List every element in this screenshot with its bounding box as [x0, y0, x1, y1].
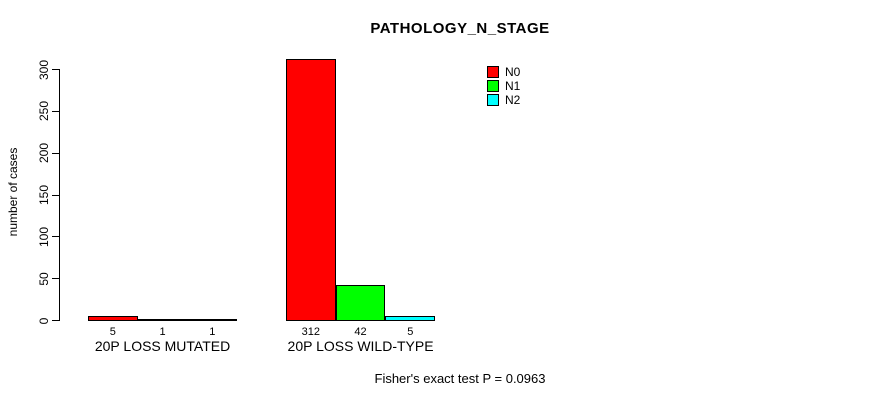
- bar-n1-group2: [335, 284, 386, 321]
- bar-value-label: 312: [301, 326, 321, 338]
- category-label: 20P LOSS WILD-TYPE: [287, 338, 434, 354]
- legend-label: N0: [505, 65, 521, 79]
- y-axis-line: [59, 69, 60, 321]
- bar-n0-group2: [286, 58, 336, 321]
- y-tick: [52, 236, 59, 238]
- y-tick: [52, 152, 59, 154]
- legend-label: N1: [505, 79, 521, 93]
- fisher-test-footnote: Fisher's exact test P = 0.0963: [374, 371, 546, 386]
- bar-n0-group1: [88, 315, 138, 321]
- y-tick-label: 0: [37, 317, 51, 324]
- category-label: 20P LOSS MUTATED: [94, 338, 231, 354]
- bar-n2-group2: [385, 315, 436, 321]
- y-tick-label: 200: [37, 143, 51, 164]
- legend-label: N2: [505, 93, 521, 107]
- bar-value-label: 5: [109, 326, 116, 338]
- bar-value-label: 1: [209, 326, 216, 338]
- y-tick-label: 150: [37, 184, 51, 206]
- y-tick-label: 250: [37, 101, 51, 122]
- legend-item-n0: N0: [487, 65, 520, 79]
- bar-value-label: 5: [407, 326, 414, 338]
- y-tick-label: 50: [37, 271, 51, 286]
- y-tick: [52, 194, 59, 196]
- y-tick: [52, 320, 59, 321]
- bar-n1-group1: [137, 319, 188, 321]
- legend-item-n2: N2: [487, 93, 520, 107]
- y-tick-label: 100: [37, 226, 51, 247]
- y-axis-title: number of cases: [6, 147, 20, 237]
- legend: N0 N1 N2: [487, 65, 520, 107]
- legend-swatch-n1: [487, 80, 499, 92]
- legend-swatch-n2: [487, 94, 499, 106]
- legend-swatch-n0: [487, 66, 499, 78]
- legend-item-n1: N1: [487, 79, 520, 93]
- bar-value-label: 42: [354, 326, 367, 338]
- bar-n2-group1: [187, 319, 238, 321]
- y-tick: [52, 69, 59, 70]
- y-tick-label: 300: [37, 59, 51, 80]
- y-tick: [52, 278, 59, 280]
- chart-title: PATHOLOGY_N_STAGE: [370, 20, 550, 37]
- y-tick: [52, 110, 59, 112]
- bar-value-label: 1: [159, 326, 166, 338]
